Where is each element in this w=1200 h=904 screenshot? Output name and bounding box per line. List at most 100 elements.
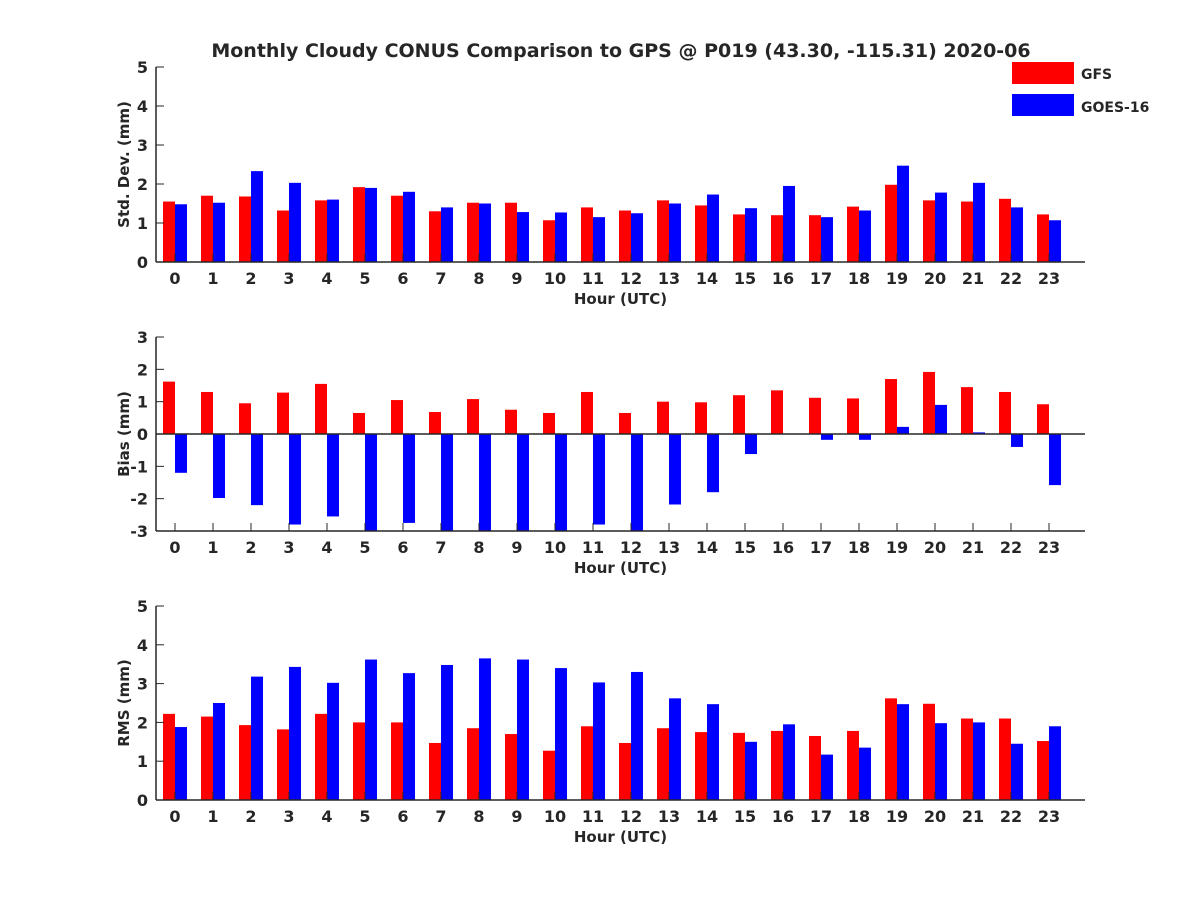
std-dev-bar-gfs-14 [695,205,707,262]
rms-bar-gfs-12 [619,742,631,800]
rms-y-tick-label: 2 [137,713,148,732]
std-dev-y-tick-label: 2 [137,175,148,194]
std-dev-bar-gfs-0 [163,201,175,262]
bias-bar-gfs-23 [1037,404,1049,434]
std-dev-bar-gfs-1 [201,195,213,262]
std-dev-bar-gfs-2 [239,196,251,262]
bias-bar-gfs-12 [619,412,631,434]
bias-bar-goes16-6 [403,434,415,523]
rms-x-tick-label: 6 [397,807,408,826]
rms-x-tick-label: 0 [169,807,180,826]
std-dev-bar-gfs-16 [771,215,783,262]
bias-bar-gfs-8 [467,399,479,434]
rms-bar-gfs-5 [353,722,365,800]
rms-x-tick-label: 1 [207,807,218,826]
rms-x-tick-label: 8 [473,807,484,826]
rms-bar-goes16-4 [327,682,339,800]
std-dev-x-tick-label: 1 [207,269,218,288]
rms-bar-gfs-23 [1037,741,1049,800]
bias-bar-gfs-18 [847,398,859,434]
std-dev-x-tick-label: 6 [397,269,408,288]
std-dev-bar-gfs-20 [923,200,935,262]
rms-x-tick-label: 12 [620,807,642,826]
std-dev-bar-goes16-16 [783,185,795,262]
rms-x-tick-label: 20 [924,807,946,826]
rms-bar-goes16-12 [631,671,643,800]
rms-x-tick-label: 15 [734,807,756,826]
std-dev-x-tick-label: 18 [848,269,870,288]
bias-x-tick-label: 13 [658,538,680,557]
bias-bar-gfs-19 [885,379,897,434]
figure-title: Monthly Cloudy CONUS Comparison to GPS @… [211,40,1030,62]
rms-x-tick-label: 11 [582,807,604,826]
rms-bar-goes16-10 [555,668,567,800]
bias-x-tick-label: 11 [582,538,604,557]
bias-bar-gfs-16 [771,390,783,434]
bias-bar-gfs-0 [163,381,175,434]
bias-bar-goes16-21 [973,432,985,434]
bias-bar-gfs-6 [391,400,403,434]
std-dev-bar-gfs-15 [733,214,745,262]
bias-bar-gfs-4 [315,383,327,434]
std-dev-x-tick-label: 4 [321,269,332,288]
std-dev-x-tick-label: 7 [435,269,446,288]
rms-y-tick-label: 1 [137,752,148,771]
std-dev-bar-gfs-19 [885,184,897,262]
bias-bar-goes16-8 [479,434,491,531]
rms-bar-gfs-3 [277,729,289,800]
std-dev-x-tick-label: 0 [169,269,180,288]
bias-y-tick-label: -1 [130,457,148,476]
std-dev-x-tick-label: 22 [1000,269,1022,288]
bias-bar-gfs-22 [999,391,1011,434]
rms-bar-goes16-9 [517,659,529,800]
std-dev-bar-goes16-2 [251,171,263,262]
bias-x-tick-label: 14 [696,538,718,557]
rms-bar-gfs-22 [999,718,1011,800]
rms-bar-gfs-0 [163,713,175,800]
std-dev-bar-goes16-5 [365,187,377,262]
bias-y-tick-label: 2 [137,360,148,379]
rms-x-tick-label: 23 [1038,807,1060,826]
rms-x-tick-label: 9 [511,807,522,826]
rms-x-tick-label: 2 [245,807,256,826]
std-dev-bar-gfs-3 [277,210,289,262]
std-dev-bar-gfs-9 [505,202,517,262]
std-dev-bar-goes16-0 [175,204,187,262]
rms-bar-goes16-17 [821,754,833,800]
rms-bar-goes16-19 [897,704,909,800]
std-dev-x-tick-label: 15 [734,269,756,288]
std-dev-bar-gfs-22 [999,198,1011,262]
rms-bar-gfs-18 [847,730,859,800]
std-dev-y-tick-label: 5 [137,58,148,77]
bias-y-tick-label: 3 [137,328,148,347]
bias-x-tick-label: 2 [245,538,256,557]
std-dev-x-tick-label: 23 [1038,269,1060,288]
std-dev-x-tick-label: 10 [544,269,566,288]
rms-x-tick-label: 17 [810,807,832,826]
bias-x-tick-label: 6 [397,538,408,557]
rms-bar-gfs-11 [581,726,593,800]
bias-bar-goes16-11 [593,434,605,525]
std-dev-bar-gfs-17 [809,215,821,262]
rms-bar-goes16-13 [669,698,681,800]
rms-bar-gfs-6 [391,722,403,800]
std-dev-bar-goes16-3 [289,182,301,262]
bias-bar-goes16-9 [517,434,529,531]
std-dev-x-tick-label: 19 [886,269,908,288]
bias-x-tick-label: 17 [810,538,832,557]
rms-y-tick-label: 4 [137,636,148,655]
bias-y-tick-label: 1 [137,393,148,412]
rms-bar-gfs-15 [733,732,745,800]
bias-bar-gfs-13 [657,401,669,434]
bias-y-tick-label: -3 [130,522,148,541]
legend-label-gfs: GFS [1081,67,1112,83]
bias-x-tick-label: 20 [924,538,946,557]
bias-bar-gfs-11 [581,391,593,434]
bias-x-tick-label: 5 [359,538,370,557]
bias-x-tick-label: 19 [886,538,908,557]
std-dev-bar-gfs-18 [847,206,859,262]
bias-bar-goes16-15 [745,434,757,455]
bias-bar-gfs-1 [201,391,213,434]
std-dev-bar-gfs-12 [619,210,631,262]
std-dev-bar-goes16-11 [593,217,605,262]
